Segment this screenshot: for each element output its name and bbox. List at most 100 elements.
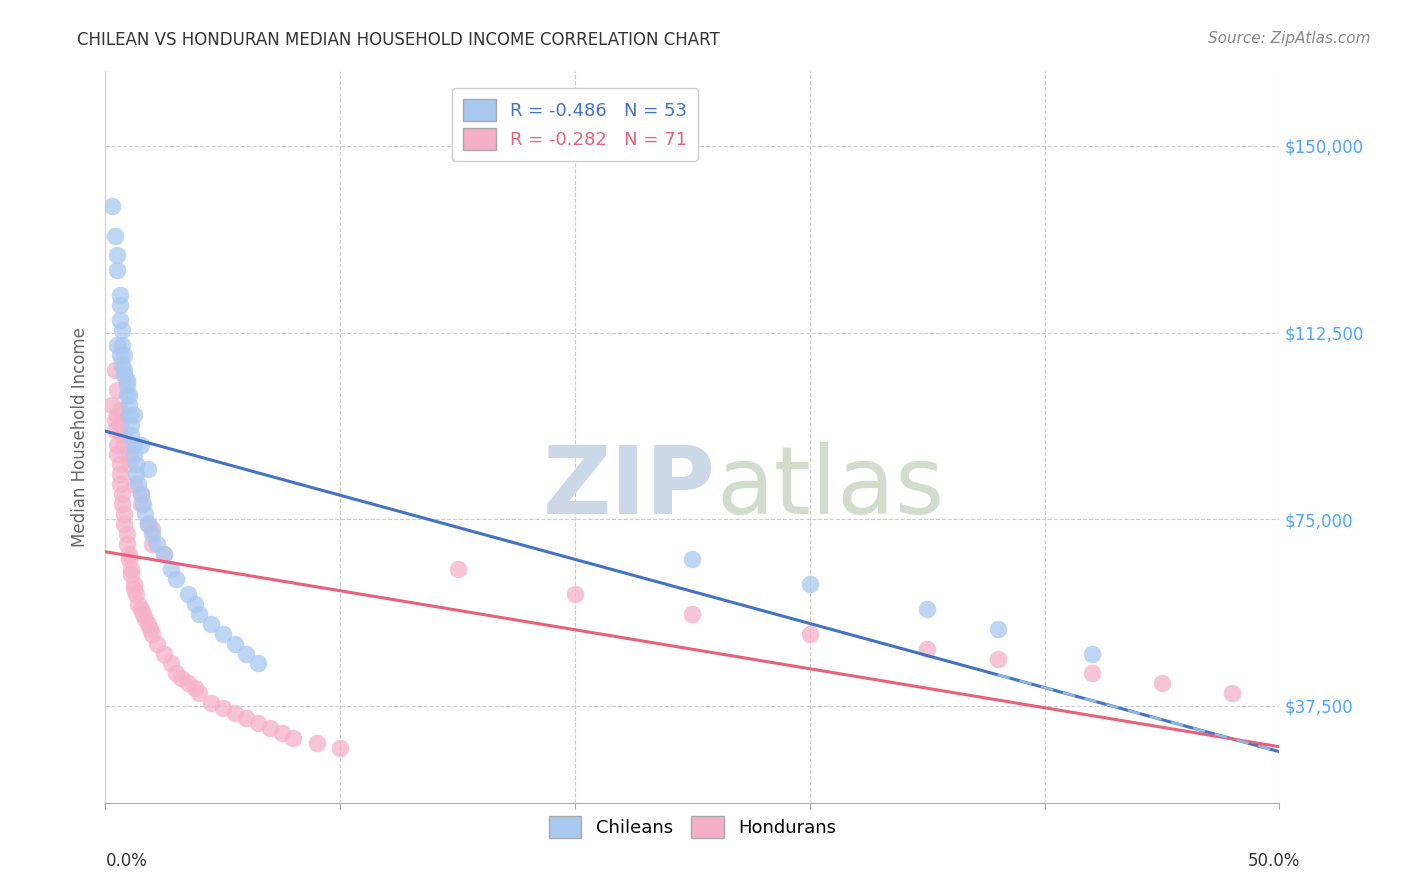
Point xyxy=(134,612,156,626)
Point xyxy=(987,651,1010,665)
Point xyxy=(176,676,198,690)
Point xyxy=(118,552,141,566)
Point xyxy=(101,398,124,412)
Point xyxy=(235,711,257,725)
Point xyxy=(200,616,222,631)
Point xyxy=(112,368,135,382)
Point xyxy=(105,338,128,352)
Point xyxy=(118,388,141,402)
Point xyxy=(112,437,135,451)
Point xyxy=(105,383,128,397)
Point xyxy=(115,388,138,402)
Point xyxy=(141,522,163,536)
Point xyxy=(247,657,270,671)
Point xyxy=(188,686,211,700)
Point xyxy=(134,507,156,521)
Point xyxy=(108,477,131,491)
Point xyxy=(118,448,141,462)
Text: 50.0%: 50.0% xyxy=(1249,852,1301,870)
Point xyxy=(141,527,163,541)
Point xyxy=(108,313,131,327)
Point xyxy=(112,363,135,377)
Point xyxy=(132,497,155,511)
Y-axis label: Median Household Income: Median Household Income xyxy=(72,327,90,547)
Point xyxy=(122,448,145,462)
Point xyxy=(108,348,131,362)
Point xyxy=(682,607,704,621)
Point xyxy=(120,562,142,576)
Point xyxy=(125,467,148,482)
Point xyxy=(200,696,222,710)
Point xyxy=(305,736,328,750)
Point xyxy=(136,462,159,476)
Point xyxy=(122,437,145,451)
Text: Source: ZipAtlas.com: Source: ZipAtlas.com xyxy=(1208,31,1371,46)
Point xyxy=(153,647,176,661)
Point xyxy=(108,402,131,417)
Point xyxy=(270,726,292,740)
Point xyxy=(329,741,352,756)
Point xyxy=(160,657,183,671)
Point xyxy=(211,701,233,715)
Point xyxy=(447,562,470,576)
Point xyxy=(153,547,176,561)
Point xyxy=(987,622,1010,636)
Point xyxy=(176,587,198,601)
Point xyxy=(125,458,148,472)
Point xyxy=(125,587,148,601)
Text: atlas: atlas xyxy=(716,442,945,534)
Point xyxy=(247,716,270,731)
Point xyxy=(917,641,939,656)
Point xyxy=(141,626,163,640)
Point xyxy=(211,626,233,640)
Point xyxy=(105,437,128,451)
Point xyxy=(136,616,159,631)
Point xyxy=(160,562,183,576)
Text: CHILEAN VS HONDURAN MEDIAN HOUSEHOLD INCOME CORRELATION CHART: CHILEAN VS HONDURAN MEDIAN HOUSEHOLD INC… xyxy=(77,31,720,49)
Point xyxy=(104,228,127,243)
Point xyxy=(141,537,163,551)
Point xyxy=(165,666,187,681)
Point xyxy=(129,487,152,501)
Point xyxy=(120,566,142,581)
Point xyxy=(118,408,141,422)
Point xyxy=(235,647,257,661)
Point xyxy=(111,323,134,337)
Point xyxy=(122,477,145,491)
Point xyxy=(108,298,131,312)
Point xyxy=(115,373,138,387)
Text: 0.0%: 0.0% xyxy=(105,852,148,870)
Point xyxy=(169,672,191,686)
Point xyxy=(129,487,152,501)
Point xyxy=(118,458,141,472)
Point xyxy=(136,517,159,532)
Point xyxy=(104,363,127,377)
Point xyxy=(129,497,152,511)
Point xyxy=(139,622,162,636)
Point xyxy=(108,467,131,482)
Point xyxy=(122,408,145,422)
Point xyxy=(105,448,128,462)
Point xyxy=(1080,666,1102,681)
Point xyxy=(105,263,128,277)
Point xyxy=(118,547,141,561)
Point xyxy=(799,577,821,591)
Point xyxy=(111,487,134,501)
Point xyxy=(917,601,939,615)
Point xyxy=(115,537,138,551)
Point xyxy=(165,572,187,586)
Point xyxy=(129,601,152,615)
Point xyxy=(120,427,142,442)
Point xyxy=(112,507,135,521)
Text: ZIP: ZIP xyxy=(543,442,716,534)
Point xyxy=(183,597,205,611)
Point xyxy=(108,288,131,302)
Point xyxy=(224,706,246,721)
Point xyxy=(682,552,704,566)
Point xyxy=(188,607,211,621)
Point xyxy=(115,377,138,392)
Point xyxy=(259,721,281,735)
Point xyxy=(1222,686,1244,700)
Point xyxy=(146,537,169,551)
Point xyxy=(153,547,176,561)
